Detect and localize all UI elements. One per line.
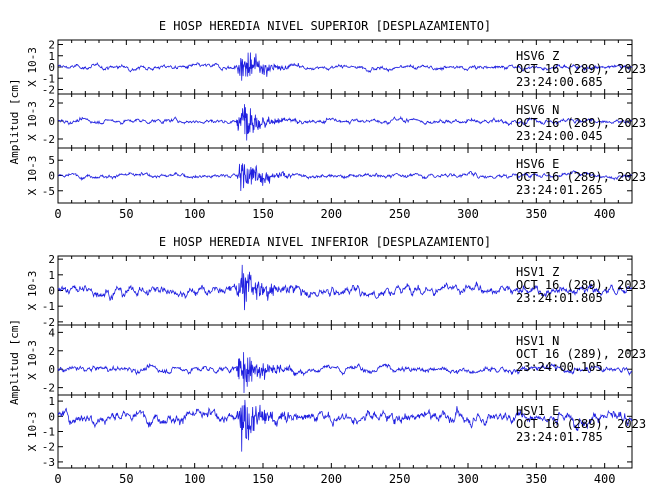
y-tick-label: 2 bbox=[48, 253, 55, 266]
x-tick-label: 150 bbox=[252, 472, 274, 486]
time-label: 23:24:01.785 bbox=[516, 430, 603, 444]
y-tick-label: 1 bbox=[48, 395, 55, 408]
y-tick-label: 0 bbox=[48, 115, 55, 128]
panel-title: E HOSP HEREDIA NIVEL SUPERIOR [DESPLAZAM… bbox=[159, 19, 491, 33]
x-tick-label: 350 bbox=[525, 207, 547, 221]
y-tick-label: 0 bbox=[48, 363, 55, 376]
x-tick-label: 400 bbox=[594, 472, 616, 486]
seismic-trace-line bbox=[57, 399, 633, 452]
y-tick-label: -1 bbox=[42, 300, 55, 313]
time-label: 23:24:00.105 bbox=[516, 360, 603, 374]
station-component-label: HSV1 Z bbox=[516, 265, 559, 279]
seismic-trace-line bbox=[57, 52, 633, 81]
y-tick-label: 1 bbox=[48, 50, 55, 63]
y-tick-label: 5 bbox=[48, 154, 55, 167]
x-tick-label: 350 bbox=[525, 472, 547, 486]
y-tick-label: 0 bbox=[48, 285, 55, 298]
y-tick-label: -1 bbox=[42, 426, 55, 439]
y-axis-label: Amplitud [cm] bbox=[8, 78, 21, 164]
x-tick-label: 100 bbox=[184, 207, 206, 221]
x-tick-label: 0 bbox=[54, 472, 61, 486]
seismic-trace-line bbox=[57, 104, 633, 141]
x-tick-label: 100 bbox=[184, 472, 206, 486]
y-tick-label: -2 bbox=[42, 133, 55, 146]
x-tick-label: 50 bbox=[119, 472, 133, 486]
y-tick-label: -2 bbox=[42, 441, 55, 454]
seismic-trace-line bbox=[57, 352, 633, 394]
station-component-label: HSV6 Z bbox=[516, 49, 559, 63]
x-tick-label: 200 bbox=[320, 472, 342, 486]
seismic-trace-line bbox=[57, 264, 633, 311]
date-label: OCT 16 (289), 2023 bbox=[516, 278, 646, 292]
y-tick-label: -2 bbox=[42, 382, 55, 395]
y-tick-label: 1 bbox=[48, 269, 55, 282]
x-tick-label: 200 bbox=[320, 207, 342, 221]
x-tick-label: 300 bbox=[457, 472, 479, 486]
time-label: 23:24:01.805 bbox=[516, 291, 603, 305]
date-label: OCT 16 (289), 2023 bbox=[516, 116, 646, 130]
time-label: 23:24:00.685 bbox=[516, 75, 603, 89]
x-tick-label: 50 bbox=[119, 207, 133, 221]
x-tick-label: 300 bbox=[457, 207, 479, 221]
x-tick-label: 400 bbox=[594, 207, 616, 221]
y-tick-label: -2 bbox=[42, 84, 55, 97]
y-tick-label: -3 bbox=[42, 456, 55, 469]
y-tick-label: 2 bbox=[48, 39, 55, 52]
y-tick-label: -1 bbox=[42, 72, 55, 85]
station-component-label: HSV1 N bbox=[516, 334, 559, 348]
date-label: OCT 16 (289), 2023 bbox=[516, 170, 646, 184]
y-tick-label: 4 bbox=[48, 326, 55, 339]
scale-multiplier-label: X 10-3 bbox=[26, 101, 39, 141]
scale-multiplier-label: X 10-3 bbox=[26, 340, 39, 380]
y-axis-label: Amplitud [cm] bbox=[8, 319, 21, 405]
x-tick-label: 250 bbox=[389, 472, 411, 486]
date-label: OCT 16 (289), 2023 bbox=[516, 62, 646, 76]
scale-multiplier-label: X 10-3 bbox=[26, 271, 39, 311]
x-tick-label: 150 bbox=[252, 207, 274, 221]
y-tick-label: 2 bbox=[48, 345, 55, 358]
y-tick-label: 0 bbox=[48, 61, 55, 74]
time-label: 23:24:01.265 bbox=[516, 183, 603, 197]
y-tick-label: 0 bbox=[48, 410, 55, 423]
x-tick-label: 250 bbox=[389, 207, 411, 221]
y-tick-label: 2 bbox=[48, 97, 55, 110]
station-component-label: HSV6 N bbox=[516, 103, 559, 117]
station-component-label: HSV1 E bbox=[516, 404, 559, 418]
scale-multiplier-label: X 10-3 bbox=[26, 412, 39, 452]
scale-multiplier-label: X 10-3 bbox=[26, 156, 39, 196]
y-tick-label: 0 bbox=[48, 170, 55, 183]
date-label: OCT 16 (289), 2023 bbox=[516, 417, 646, 431]
y-tick-label: -2 bbox=[42, 316, 55, 329]
seismic-trace-line bbox=[57, 163, 633, 192]
y-tick-label: -5 bbox=[42, 185, 55, 198]
x-tick-label: 0 bbox=[54, 207, 61, 221]
date-label: OCT 16 (289), 2023 bbox=[516, 347, 646, 361]
station-component-label: HSV6 E bbox=[516, 157, 559, 171]
panel-title: E HOSP HEREDIA NIVEL INFERIOR [DESPLAZAM… bbox=[159, 235, 491, 249]
time-label: 23:24:00.045 bbox=[516, 129, 603, 143]
scale-multiplier-label: X 10-3 bbox=[26, 47, 39, 87]
